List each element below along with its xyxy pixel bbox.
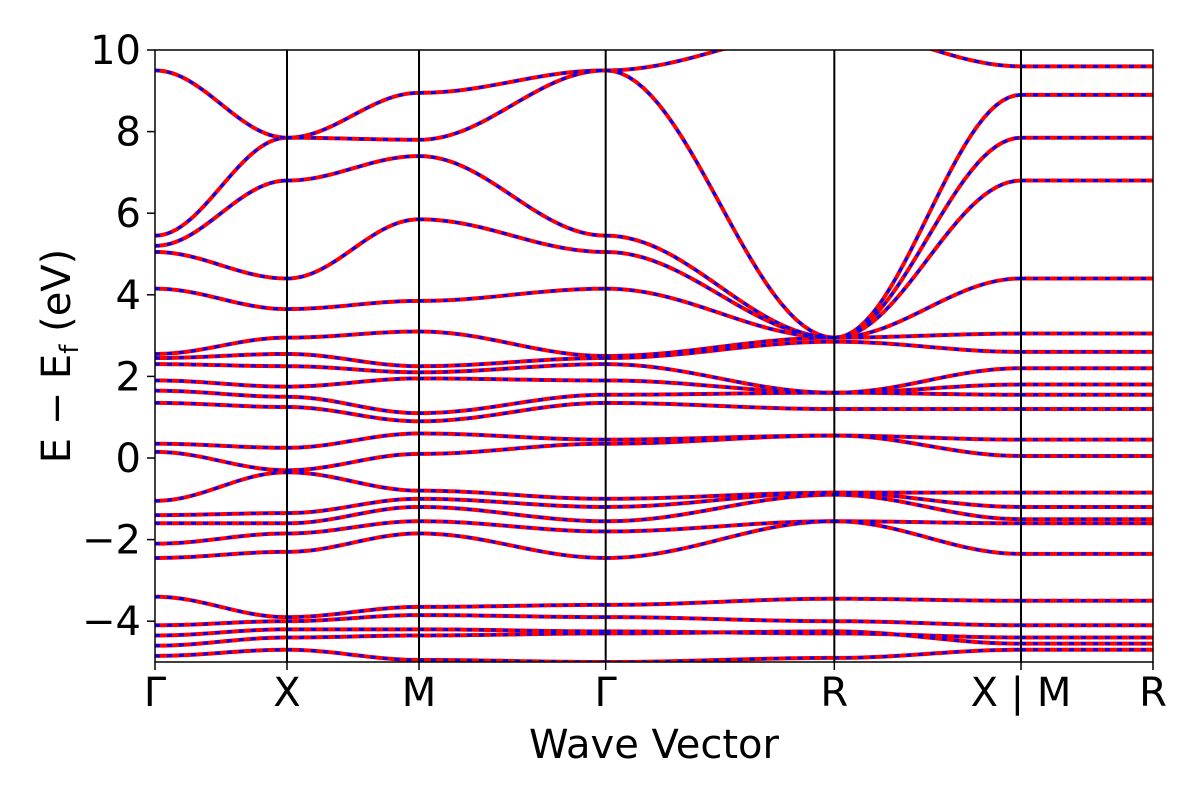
blue-band-series [155, 50, 1153, 662]
red-band-line-13 [155, 388, 1153, 416]
blue-band-line-21 [155, 68, 1153, 340]
red-band-line-18 [155, 276, 1153, 340]
red-band-line-3 [155, 613, 1153, 628]
red-band-line-22 [155, 50, 1153, 140]
bands-layer [155, 50, 1153, 662]
red-band-line-4 [155, 594, 1153, 620]
y-tick-label-6: −2 [82, 518, 141, 564]
x-tick-label-0: Γ [144, 670, 167, 716]
red-band-line-5 [155, 519, 1153, 560]
red-band-line-10 [155, 433, 1153, 473]
red-band-line-7 [155, 492, 1153, 526]
y-axis-title: E − Ef (eV) [34, 249, 85, 464]
x-tick-label-4: R [820, 670, 848, 716]
red-band-line-14 [155, 376, 1153, 395]
y-tick-label-2: 6 [116, 191, 141, 237]
x-axis-title: Wave Vector [529, 722, 780, 768]
red-band-line-21 [155, 68, 1153, 340]
red-band-line-16 [155, 339, 1153, 369]
y-tick-label-4: 2 [116, 354, 141, 400]
blue-band-line-19 [155, 179, 1153, 340]
x-tick-label-1: X [273, 670, 300, 716]
red-band-line-0 [155, 647, 1153, 662]
blue-band-line-4 [155, 595, 1153, 619]
red-band-line-6 [155, 519, 1153, 546]
y-tick-label-1: 8 [116, 110, 141, 156]
red-band-line-11 [155, 431, 1153, 450]
red-band-line-9 [155, 470, 1153, 503]
high-symmetry-separators [286, 50, 1022, 662]
red-band-line-19 [155, 178, 1153, 340]
y-tick-label-7: −4 [82, 599, 141, 645]
y-axis-ticks: 10 8 6 4 2 0 −2 −4 [82, 28, 155, 645]
red-band-line-2 [155, 627, 1153, 640]
plot-frame [154, 49, 1154, 663]
y-tick-label-5: 0 [116, 436, 141, 482]
x-tick-label-6: R [1139, 670, 1167, 716]
x-tick-label-2: M [402, 670, 437, 716]
blue-band-line-20 [155, 136, 1153, 340]
x-tick-label-3: Γ [595, 670, 618, 716]
x-axis-ticks: Γ X M Γ R X | M R [144, 662, 1167, 716]
red-band-series [155, 50, 1153, 662]
red-band-line-17 [155, 329, 1153, 358]
y-axis-title-prefix: E − E [34, 354, 80, 464]
y-tick-label-3: 4 [116, 273, 141, 319]
blue-band-line-22 [155, 50, 1153, 140]
x-tick-label-5: X | M [971, 670, 1072, 716]
red-band-line-8 [155, 490, 1153, 518]
red-band-line-15 [155, 362, 1153, 395]
y-axis-title-suffix: (eV) [34, 249, 80, 345]
y-tick-label-0: 10 [90, 28, 141, 74]
y-axis-title-subscript: f [55, 344, 85, 354]
red-band-line-12 [155, 400, 1153, 424]
